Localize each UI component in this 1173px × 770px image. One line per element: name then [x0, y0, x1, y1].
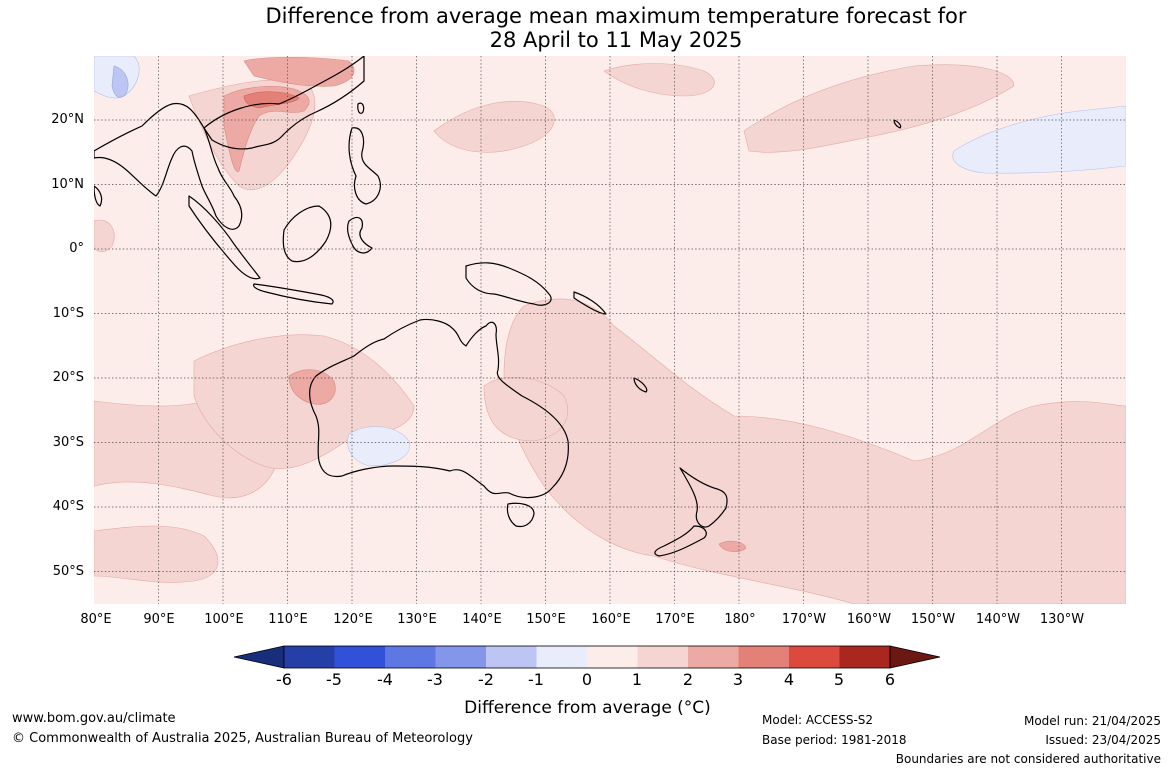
anomaly-area-north-central-pacific [603, 63, 715, 97]
lon-label-80e: 80°E [80, 612, 112, 627]
colorbar-tick-5: 5 [833, 670, 845, 689]
lon-label-110e: 110°E [268, 612, 308, 627]
anomaly-area-southern-ocean-west [94, 525, 219, 583]
lat-label-10s: 10°S [52, 306, 84, 321]
lat-label-30s: 30°S [52, 435, 84, 450]
anomaly-area-tasman-small [718, 540, 747, 553]
java-outline [253, 283, 334, 305]
china-coast-outline [203, 56, 365, 150]
anomaly-area-south-china [223, 86, 310, 172]
colorbar-tick-4: 4 [783, 670, 795, 689]
lon-label-120e: 120°E [333, 612, 373, 627]
lon-label-150w: 150°W [910, 612, 956, 627]
colorbar-tick-m1: -1 [528, 670, 544, 689]
colorbar-bin-2 [334, 646, 385, 668]
lon-label-90e: 90°E [143, 612, 175, 627]
colorbar-over-arrow [889, 645, 941, 669]
lat-label-50s: 50°S [52, 564, 84, 579]
australia-outline [309, 318, 569, 499]
colorbar-bin-1 [284, 646, 335, 668]
philippines-outline [348, 127, 381, 205]
lat-label-20s: 20°S [52, 370, 84, 385]
title-line-2: 28 April to 11 May 2025 [489, 28, 743, 52]
colorbar-bin-5 [486, 646, 537, 668]
colorbar-tick-m2: -2 [478, 670, 494, 689]
anomaly-area-sw-wa [347, 426, 411, 467]
colorbar-bin-7 [587, 646, 638, 668]
anomaly-map [94, 56, 1126, 604]
colorbar-tick-m6: -6 [276, 670, 292, 689]
colorbar-tick-6: 6 [884, 670, 896, 689]
sulawesi-outline [346, 216, 373, 254]
lon-label-130e: 130°E [397, 612, 437, 627]
colorbar-bin-8 [637, 646, 688, 668]
copyright-notice: © Commonwealth of Australia 2025, Austra… [12, 731, 473, 746]
colorbar-tick-m4: -4 [377, 670, 393, 689]
new-guinea-outline [465, 262, 552, 306]
solomon-islands-outline [573, 291, 607, 315]
colorbar-frame [283, 645, 891, 669]
anomaly-area-south-pacific [503, 298, 1126, 604]
sri-lanka-outline [94, 185, 103, 207]
colorbar-tick-m3: -3 [427, 670, 443, 689]
colorbar-label: Difference from average (°C) [464, 698, 711, 718]
colorbar-tick-2: 2 [682, 670, 694, 689]
anomaly-area-tibet-core [111, 65, 129, 98]
colorbar-tick-m5: -5 [326, 670, 342, 689]
colorbar-under-arrow [233, 645, 285, 669]
colorbar-tick-3: 3 [732, 670, 744, 689]
hawaii-outline [893, 119, 902, 129]
title-line-1: Difference from average mean maximum tem… [265, 4, 967, 28]
model-run-date: Model run: 21/04/2025 [1023, 714, 1161, 728]
colorbar-tick-1: 1 [631, 670, 643, 689]
lon-label-180: 180° [724, 612, 756, 627]
boundaries-disclaimer: Boundaries are not considered authoritat… [895, 752, 1161, 766]
map-title: Difference from average mean maximum tem… [0, 4, 1173, 52]
lat-label-20n: 20°N [51, 112, 84, 127]
lon-label-140w: 140°W [975, 612, 1021, 627]
website-link[interactable]: www.bom.gov.au/climate [12, 711, 176, 726]
anomaly-area-north-pacific-east [743, 64, 1015, 153]
lon-label-100e: 100°E [204, 612, 244, 627]
borneo-outline [282, 205, 332, 263]
sumatra-outline [188, 195, 261, 280]
lon-label-160e: 160°E [591, 612, 631, 627]
lon-label-160w: 160°W [846, 612, 892, 627]
colorbar-bin-9 [688, 646, 739, 668]
new-zealand-south-outline [654, 525, 707, 557]
lat-label-equator: 0° [69, 241, 84, 256]
anomaly-area-ne-pacific [952, 105, 1126, 174]
lon-label-170e: 170°E [655, 612, 695, 627]
colorbar-bin-3 [385, 646, 436, 668]
colorbar-bin-10 [738, 646, 789, 668]
colorbar-tick-0: 0 [581, 670, 593, 689]
taiwan-outline [357, 102, 365, 114]
lat-label-10n: 10°N [51, 177, 84, 192]
new-caledonia-outline [633, 377, 648, 393]
colorbar-bin-11 [789, 646, 840, 668]
lat-label-40s: 40°S [52, 499, 84, 514]
anomaly-area-south-china-north [243, 56, 355, 87]
lon-label-130w: 130°W [1039, 612, 1085, 627]
lon-label-170w: 170°W [781, 612, 827, 627]
colorbar-bin-4 [435, 646, 486, 668]
base-period: Base period: 1981-2018 [762, 733, 907, 747]
colorbar-bin-6 [536, 646, 587, 668]
lon-label-150e: 150°E [526, 612, 566, 627]
model-name: Model: ACCESS-S2 [762, 713, 874, 727]
tasmania-outline [506, 502, 535, 528]
issued-date: Issued: 23/04/2025 [1045, 733, 1161, 747]
anomaly-area-pilbara [288, 369, 336, 405]
new-zealand-north-outline [679, 467, 728, 528]
asia-mainland-outline [94, 102, 243, 230]
lon-label-140e: 140°E [462, 612, 502, 627]
colorbar [233, 645, 941, 669]
anomaly-area-philippine-sea [433, 101, 555, 153]
colorbar-bin-12 [839, 646, 890, 668]
